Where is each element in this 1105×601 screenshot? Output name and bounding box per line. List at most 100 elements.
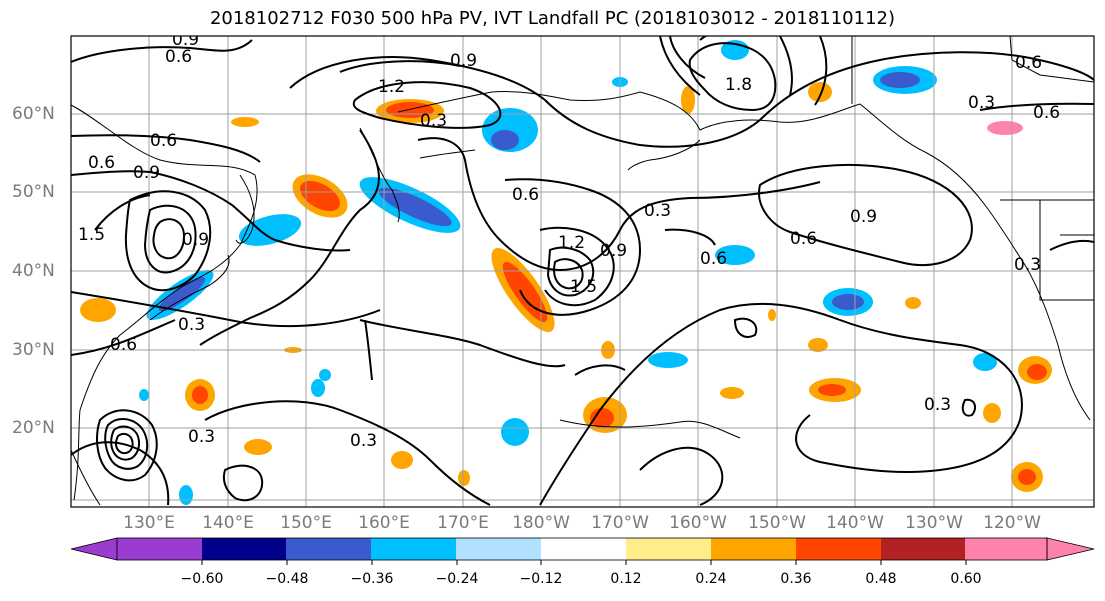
contour-label: 0.9 bbox=[450, 51, 477, 71]
anomaly-blob bbox=[720, 387, 744, 399]
lon-label-150w: 150°W bbox=[748, 513, 806, 533]
colorbar-tick-label: −0.48 bbox=[265, 571, 309, 587]
contour-label: 0.9 bbox=[182, 230, 209, 250]
anomaly-blob bbox=[681, 86, 695, 114]
colorbar-tick-label: −0.60 bbox=[180, 571, 224, 587]
contour-label: 0.6 bbox=[165, 47, 192, 67]
anomaly-blob bbox=[987, 121, 1023, 135]
colorbar-tick-label: 0.24 bbox=[695, 571, 727, 587]
colorbar-tick-label: 0.48 bbox=[865, 571, 897, 587]
map-title: 2018102712 F030 500 hPa PV, IVT Landfall… bbox=[209, 8, 896, 29]
contour-label: 0.6 bbox=[700, 249, 727, 269]
anomaly-blob bbox=[648, 352, 688, 368]
contour-label: 0.6 bbox=[790, 229, 817, 249]
contour-label: 0.6 bbox=[150, 131, 177, 151]
contour-label: 0.3 bbox=[420, 111, 447, 131]
anomaly-blob bbox=[832, 294, 864, 310]
colorbar-segment bbox=[711, 538, 797, 560]
lat-label-20n: 20°N bbox=[12, 418, 55, 438]
anomaly-blob bbox=[378, 187, 452, 227]
anomaly-blob bbox=[1018, 469, 1036, 485]
contour-label: 1.2 bbox=[558, 233, 585, 253]
colorbar-tick-label: −0.24 bbox=[435, 571, 479, 587]
contour-label: 1.8 bbox=[725, 75, 752, 95]
anomaly-blob bbox=[590, 408, 614, 428]
anomaly-blob bbox=[502, 261, 548, 323]
lon-label-140w: 140°W bbox=[826, 513, 884, 533]
anomaly-blob bbox=[311, 379, 325, 397]
anomaly-blob bbox=[458, 470, 470, 486]
colorbar-segment bbox=[626, 538, 712, 560]
lon-label-160e: 160°E bbox=[358, 513, 410, 533]
lon-label-170e: 170°E bbox=[437, 513, 489, 533]
contour-label: 0.3 bbox=[644, 201, 671, 221]
colorbar-tick-label: 0.12 bbox=[610, 571, 642, 587]
colorbar-segment bbox=[371, 538, 457, 560]
anomaly-blob bbox=[391, 451, 413, 469]
colorbar-frame bbox=[116, 537, 1048, 561]
pv-contours bbox=[71, 36, 1094, 506]
coastlines bbox=[71, 36, 1094, 506]
colorbar-segment bbox=[286, 538, 372, 560]
contour-label: 0.3 bbox=[1014, 255, 1041, 275]
graticule bbox=[71, 36, 1094, 507]
anomaly-blob bbox=[973, 353, 997, 371]
anomaly-blob bbox=[192, 386, 208, 404]
colorbar-extend-left-triangle bbox=[70, 537, 118, 561]
anomaly-blob bbox=[1027, 364, 1047, 380]
contour-label: 0.9 bbox=[172, 30, 199, 50]
anomaly-blob bbox=[244, 439, 272, 455]
lon-label-160w: 160°W bbox=[669, 513, 727, 533]
map-border bbox=[70, 35, 1095, 508]
anomaly-blob bbox=[491, 130, 519, 150]
lat-label-30n: 30°N bbox=[12, 340, 55, 360]
anomaly-blob bbox=[300, 180, 340, 212]
contour-label: 0.3 bbox=[924, 395, 951, 415]
contour-label: 0.6 bbox=[512, 185, 539, 205]
anomaly-blob bbox=[768, 309, 776, 321]
colorbar-tick-label: 0.36 bbox=[780, 571, 812, 587]
anomaly-blob bbox=[808, 82, 832, 102]
contour-label: 0.6 bbox=[88, 153, 115, 173]
contour-label: 0.6 bbox=[1033, 103, 1060, 123]
anomaly-blob bbox=[238, 214, 302, 246]
colorbar-segment bbox=[202, 538, 287, 560]
contour-label: 0.3 bbox=[188, 427, 215, 447]
lon-label-130e: 130°E bbox=[123, 513, 175, 533]
contour-label: 0.3 bbox=[968, 93, 995, 113]
colorbar-tick-label: −0.36 bbox=[350, 571, 394, 587]
anomaly-blob bbox=[880, 72, 920, 88]
contour-label: 0.6 bbox=[1015, 53, 1042, 73]
colorbar-tick-label: −0.12 bbox=[519, 571, 563, 587]
anomaly-blob bbox=[179, 485, 193, 505]
contour-label: 0.3 bbox=[178, 315, 205, 335]
contour-labels: 0.9 0.6 0.9 1.2 0.3 0.6 0.9 0.3 0.6 1.2 … bbox=[78, 30, 1060, 451]
colorbar bbox=[70, 537, 1095, 565]
colorbar-segment bbox=[965, 538, 1047, 560]
lon-label-150e: 150°E bbox=[280, 513, 332, 533]
anomaly-blob bbox=[158, 276, 206, 312]
contour-label: 0.9 bbox=[133, 163, 160, 183]
anomaly-blob bbox=[715, 245, 755, 265]
colorbar-extend-right-triangle bbox=[1046, 537, 1095, 561]
lon-label-170w: 170°W bbox=[591, 513, 649, 533]
contour-label: 1.5 bbox=[78, 225, 105, 245]
contour-label: 1.2 bbox=[378, 77, 405, 97]
lon-label-180w: 180°W bbox=[512, 513, 570, 533]
lat-label-40n: 40°N bbox=[12, 261, 55, 281]
lon-label-120w: 120°W bbox=[983, 513, 1041, 533]
colorbar-segment bbox=[796, 538, 882, 560]
contour-label: 0.6 bbox=[110, 335, 137, 355]
contour-label: 0.9 bbox=[850, 207, 877, 227]
colorbar-segment bbox=[456, 538, 542, 560]
anomaly-blob bbox=[501, 418, 529, 446]
anomaly-blob bbox=[319, 369, 331, 381]
anomaly-blob bbox=[905, 297, 921, 309]
colorbar-segment bbox=[117, 538, 203, 560]
colorbar-segment bbox=[541, 538, 627, 560]
lon-label-140e: 140°E bbox=[202, 513, 254, 533]
anomaly-blob bbox=[818, 384, 846, 396]
contour-label: 1.5 bbox=[570, 277, 597, 297]
anomaly-blob bbox=[231, 117, 259, 127]
